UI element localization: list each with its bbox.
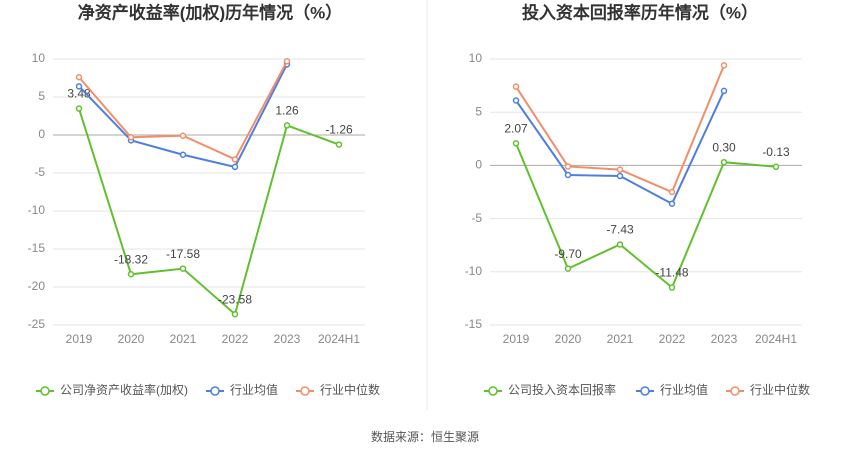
point: [75, 105, 83, 112]
series-line: [515, 142, 777, 290]
legend-marker: [488, 386, 498, 396]
data-label: 0.30: [712, 140, 736, 154]
y-tick-label: 10: [469, 51, 483, 65]
legend-label: 行业均值: [230, 382, 278, 397]
y-tick-label: -5: [34, 165, 45, 179]
y-tick-label: -15: [465, 317, 483, 331]
legend-label: 公司投入资本回报率: [508, 382, 616, 397]
chart-title: 净资产收益率(加权)历年情况（%）: [78, 2, 342, 22]
data-label: -1.26: [325, 123, 353, 137]
y-tick-label: -25: [28, 317, 46, 331]
legend-marker: [730, 386, 740, 396]
point: [179, 132, 187, 140]
point: [668, 284, 676, 291]
point: [283, 122, 291, 129]
data-label: -18.32: [114, 252, 148, 266]
point: [127, 270, 135, 278]
point: [564, 171, 572, 179]
y-tick-label: 5: [475, 104, 482, 118]
y-tick-label: -10: [465, 264, 483, 278]
point: [564, 265, 572, 272]
x-tick-label: 2019: [503, 332, 530, 346]
data-label: -17.58: [166, 247, 200, 261]
legend-marker: [210, 386, 220, 396]
point: [512, 140, 520, 147]
data-label: -0.13: [762, 145, 790, 159]
x-tick-label: 2020: [118, 332, 145, 346]
source: 数据来源：恒生聚源: [371, 429, 479, 444]
y-tick-label: -10: [28, 203, 46, 217]
x-tick-label: 2023: [274, 332, 301, 346]
x-tick-label: 2021: [170, 332, 197, 346]
point: [179, 265, 187, 272]
x-tick-label: 2023: [711, 332, 738, 346]
x-tick-label: 2024H1: [755, 332, 797, 346]
point: [231, 163, 239, 171]
x-tick-label: 2024H1: [318, 332, 360, 346]
legend-label: 行业中位数: [320, 382, 380, 397]
point: [616, 241, 624, 248]
point: [616, 166, 624, 173]
y-tick-label: 0: [38, 127, 45, 141]
chart-title: 投入资本回报率历年情况（%）: [522, 2, 758, 22]
point: [127, 134, 135, 141]
data-label: -11.48: [655, 266, 688, 280]
data-label: -9.70: [554, 247, 582, 261]
x-tick-label: 2022: [659, 332, 686, 346]
point: [512, 97, 520, 104]
data-label: 3.48: [67, 87, 91, 101]
point: [564, 163, 572, 170]
point: [772, 163, 780, 171]
y-tick-label: -5: [471, 211, 482, 225]
point: [720, 62, 728, 69]
x-tick-label: 2020: [555, 332, 582, 346]
legend-marker: [640, 386, 650, 396]
point: [179, 151, 187, 159]
y-tick-label: 5: [38, 89, 45, 103]
point: [75, 83, 83, 90]
y-tick-label: 0: [475, 158, 482, 172]
point: [231, 156, 239, 163]
legend-label: 行业中位数: [750, 382, 810, 397]
point: [720, 158, 728, 166]
point: [668, 200, 676, 207]
legend-marker: [300, 386, 310, 396]
y-tick-label: -20: [28, 279, 46, 293]
series-line: [78, 60, 288, 161]
point: [75, 73, 83, 81]
point: [283, 58, 291, 65]
legend-label: 公司净资产收益率(加权): [60, 382, 188, 397]
point: [616, 172, 624, 180]
point: [231, 310, 239, 318]
x-tick-label: 2021: [607, 332, 634, 346]
point: [720, 87, 728, 95]
y-tick-label: 10: [32, 51, 46, 65]
point: [335, 141, 343, 148]
legend-marker: [40, 386, 50, 396]
series-line: [78, 108, 340, 317]
legend-label: 行业均值: [660, 382, 708, 397]
point: [668, 188, 676, 196]
data-label: 2.07: [504, 122, 528, 136]
point: [512, 83, 520, 90]
data-label: 1.26: [275, 104, 299, 118]
data-label: -23.58: [218, 292, 252, 306]
x-tick-label: 2019: [66, 332, 93, 346]
data-label: -7.43: [606, 223, 634, 237]
y-tick-label: -15: [28, 241, 46, 255]
x-tick-label: 2022: [222, 332, 249, 346]
series-line: [515, 90, 725, 206]
